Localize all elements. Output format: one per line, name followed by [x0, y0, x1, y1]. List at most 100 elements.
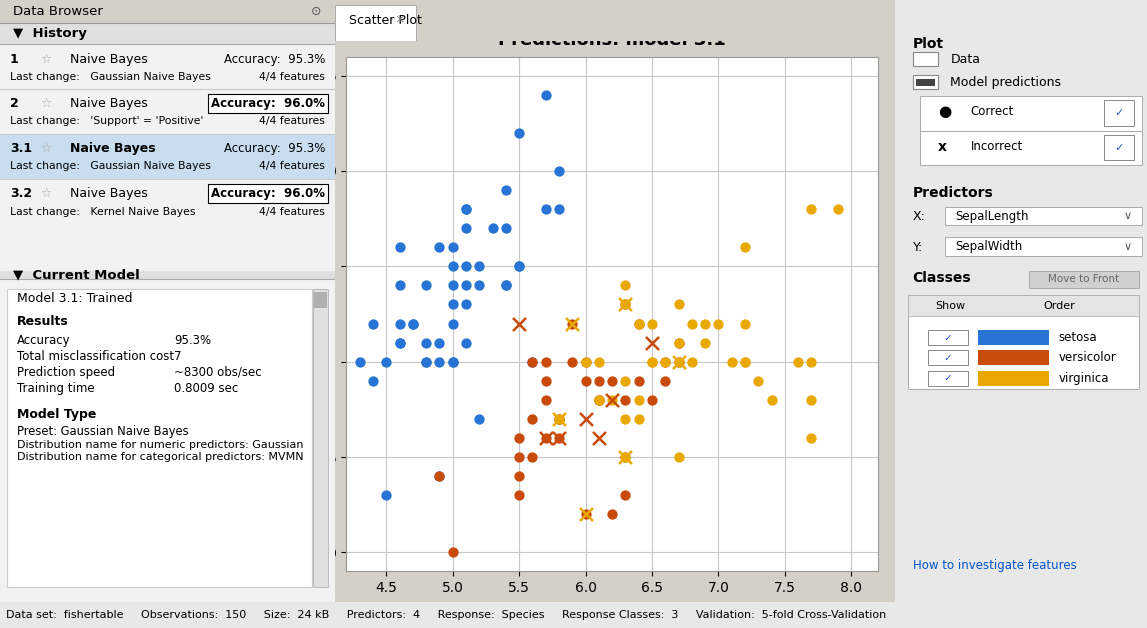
Text: Predictors: Predictors	[913, 187, 993, 200]
Text: Distribution name for categorical predictors: MVMN: Distribution name for categorical predic…	[17, 452, 303, 462]
Text: Naive Bayes: Naive Bayes	[70, 142, 156, 154]
Point	[404, 318, 422, 328]
Text: Results: Results	[17, 315, 69, 328]
Bar	[0, 23, 335, 273]
Text: SepalLength: SepalLength	[955, 210, 1029, 222]
Text: Last change:   Kernel Naive Bayes: Last change: Kernel Naive Bayes	[10, 207, 195, 217]
Text: x: x	[938, 140, 946, 154]
Y-axis label: SepalWidth: SepalWidth	[292, 271, 307, 357]
Point	[497, 280, 515, 290]
Point	[444, 280, 462, 290]
Point	[537, 395, 555, 405]
Point	[430, 471, 448, 481]
Point	[616, 300, 634, 310]
Point	[537, 90, 555, 100]
Point	[590, 395, 608, 405]
Point	[377, 357, 396, 367]
Text: 1: 1	[10, 53, 18, 66]
Point	[523, 357, 541, 367]
Point	[549, 414, 568, 424]
Text: 7: 7	[174, 350, 181, 363]
Point	[577, 357, 595, 367]
Point	[802, 204, 820, 214]
Point	[616, 452, 634, 462]
Point	[457, 204, 475, 214]
Text: Incorrect: Incorrect	[970, 141, 1023, 153]
Point	[470, 280, 489, 290]
Text: SepalWidth: SepalWidth	[955, 241, 1023, 253]
Point	[510, 452, 529, 462]
Bar	[945, 207, 1142, 225]
Point	[549, 414, 568, 424]
Point	[630, 395, 648, 405]
Bar	[0, 134, 335, 179]
Point	[603, 395, 622, 405]
Point	[696, 338, 715, 348]
Point	[444, 548, 462, 558]
Point	[390, 242, 408, 252]
Text: Model 3.1: Trained: Model 3.1: Trained	[17, 292, 132, 305]
Point	[735, 242, 754, 252]
Text: Order: Order	[1043, 301, 1075, 311]
Bar	[0, 279, 335, 603]
Point	[457, 300, 475, 310]
Bar	[0, 271, 335, 279]
Point	[523, 357, 541, 367]
Point	[351, 357, 369, 367]
Point	[537, 204, 555, 214]
Text: Training time: Training time	[17, 382, 94, 394]
Point	[457, 280, 475, 290]
Point	[577, 509, 595, 519]
Text: Last change:   'Support' = 'Positive': Last change: 'Support' = 'Positive'	[10, 116, 203, 126]
Bar	[978, 350, 1048, 365]
Point	[670, 338, 688, 348]
Point	[418, 357, 436, 367]
Title: Predictions: model 3.1: Predictions: model 3.1	[498, 31, 726, 50]
Point	[603, 509, 622, 519]
Point	[377, 490, 396, 501]
Point	[470, 414, 489, 424]
Point	[418, 357, 436, 367]
Text: ☆: ☆	[40, 53, 52, 66]
Bar	[913, 75, 938, 89]
Point	[656, 357, 674, 367]
Text: Model Type: Model Type	[17, 408, 96, 421]
Point	[510, 490, 529, 501]
Text: ▼  History: ▼ History	[14, 27, 87, 40]
Point	[457, 261, 475, 271]
Point	[603, 376, 622, 386]
Point	[390, 338, 408, 348]
Point	[789, 357, 807, 367]
Point	[616, 490, 634, 501]
Text: Model predictions: Model predictions	[951, 76, 1061, 89]
Text: virginica: virginica	[1059, 372, 1109, 384]
Point	[549, 414, 568, 424]
Point	[497, 223, 515, 233]
Point	[670, 452, 688, 462]
Point	[577, 376, 595, 386]
Point	[549, 414, 568, 424]
Point	[444, 318, 462, 328]
Point	[563, 318, 582, 328]
Text: ✓: ✓	[1115, 143, 1124, 153]
Point	[537, 376, 555, 386]
Point	[457, 204, 475, 214]
Point	[642, 318, 661, 328]
Point	[510, 261, 529, 271]
Point	[444, 357, 462, 367]
Point	[630, 376, 648, 386]
Point	[563, 357, 582, 367]
Point	[497, 280, 515, 290]
Point	[829, 204, 848, 214]
Text: ∨: ∨	[1124, 211, 1132, 221]
Text: Data set:  fishertable     Observations:  150     Size:  24 kB     Predictors:  : Data set: fishertable Observations: 150 …	[6, 610, 885, 620]
Text: Correct: Correct	[970, 106, 1014, 118]
Text: Y:: Y:	[913, 241, 923, 254]
Point	[630, 318, 648, 328]
Point	[616, 452, 634, 462]
Point	[577, 357, 595, 367]
Point	[537, 433, 555, 443]
Point	[549, 166, 568, 176]
Text: ☆: ☆	[40, 187, 52, 200]
Point	[670, 357, 688, 367]
